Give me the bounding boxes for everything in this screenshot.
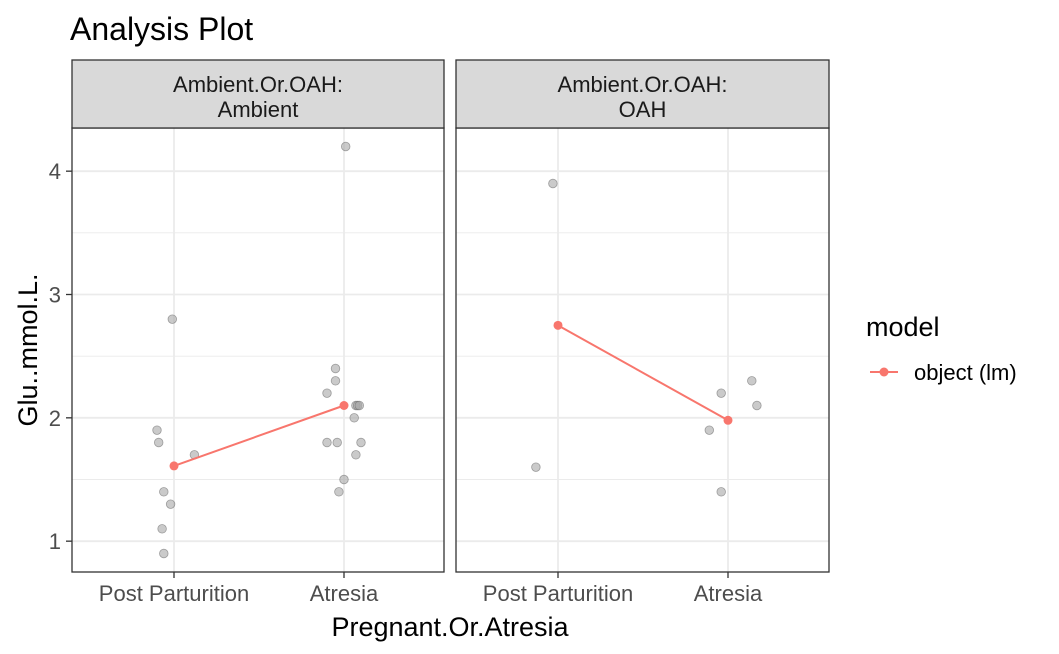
facet-panel-2: Ambient.Or.OAH:OAH Post Parturition Atresi… [455,59,830,606]
panel-background [456,128,829,572]
data-point [716,388,726,398]
x-tick-label: Post Parturition [99,581,249,606]
legend: model object (lm) [866,312,1017,385]
panel-background [72,128,444,572]
model-line [557,324,729,422]
data-point [322,388,332,398]
data-point [354,400,365,411]
data-point [334,487,344,497]
facet-strip-label: Ambient.Or.OAH: [173,72,343,97]
y-tick-label: 1 [49,529,61,554]
model-point [339,401,349,410]
data-point [548,178,558,189]
data-point [159,548,169,559]
facet-strip [71,59,445,129]
data-point [157,524,167,534]
facet-strip-label: Ambient.Or.OAH: [558,72,728,97]
y-tick-label: 4 [49,159,61,184]
data-point [167,314,178,324]
legend-label: object (lm) [914,360,1017,385]
model-point [723,415,733,425]
model-point [553,320,563,330]
x-tick-label: Post Parturition [483,581,633,606]
data-point [152,425,162,435]
x-tick-label: Atresia [310,581,379,606]
y-tick-label: 3 [49,283,61,308]
y-axis-title: Glu..mmol.L. [13,273,43,426]
chart-title: Analysis Plot [70,11,253,47]
model-point [169,461,179,471]
x-tick-label: Atresia [694,581,763,606]
data-point [165,499,176,509]
data-point [339,474,349,485]
facet-strip-label: OAH [619,97,667,122]
data-point [349,413,359,423]
y-axis: 1 2 3 4 [49,159,72,554]
data-point [747,376,757,386]
data-point [356,437,366,448]
data-point [351,450,361,460]
legend-key-point [879,367,889,377]
data-point [332,437,342,448]
data-point [159,487,169,497]
data-point [341,141,351,152]
facet-strip-label: Ambient [218,97,299,122]
y-tick-label: 2 [49,406,61,431]
data-point [322,437,332,448]
data-point [330,363,341,374]
data-point [153,437,164,448]
model-line [173,404,345,467]
facet-panel-1: Ambient.Or.OAH:Ambient Post Parturition At… [71,59,445,606]
data-point [704,425,715,435]
data-point [752,400,762,411]
x-axis-title: Pregnant.Or.Atresia [331,612,569,642]
data-point [531,462,541,472]
data-point [716,487,726,497]
data-point [330,376,341,386]
legend-title: model [866,312,940,342]
facet-strip [455,59,830,129]
